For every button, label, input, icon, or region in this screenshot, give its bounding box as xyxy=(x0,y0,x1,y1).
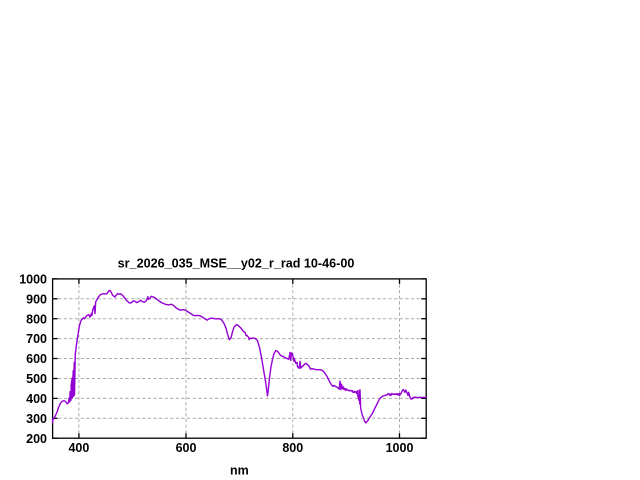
svg-text:sr_2026_035_MSE__y02_r_rad 10-: sr_2026_035_MSE__y02_r_rad 10-46-00 xyxy=(118,257,355,271)
svg-text:1000: 1000 xyxy=(386,441,414,455)
svg-text:400: 400 xyxy=(68,441,89,455)
svg-text:300: 300 xyxy=(26,412,47,426)
svg-text:nm: nm xyxy=(230,464,249,478)
svg-text:600: 600 xyxy=(26,352,47,366)
svg-text:800: 800 xyxy=(26,312,47,326)
svg-text:600: 600 xyxy=(176,441,197,455)
svg-text:700: 700 xyxy=(26,332,47,346)
svg-text:900: 900 xyxy=(26,292,47,306)
svg-text:1000: 1000 xyxy=(19,273,47,287)
svg-text:500: 500 xyxy=(26,372,47,386)
svg-text:800: 800 xyxy=(282,441,303,455)
svg-text:400: 400 xyxy=(26,392,47,406)
svg-text:200: 200 xyxy=(26,432,47,446)
